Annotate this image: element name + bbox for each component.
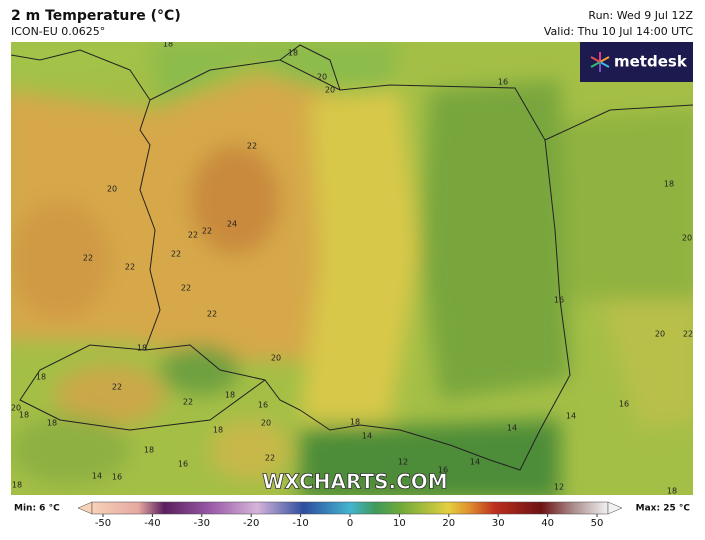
colorbar-gradient: [91, 501, 609, 515]
contour-label: 22: [247, 142, 257, 151]
contour-label: 22: [183, 398, 193, 407]
min-temp: Min: 6 °C: [14, 504, 60, 514]
contour-label: 18: [225, 391, 235, 400]
contour-label: 20: [325, 86, 335, 95]
contour-label: 22: [265, 454, 275, 463]
border-east: [544, 104, 693, 141]
contour-label: 22: [83, 254, 93, 263]
contour-label: 16: [178, 460, 188, 469]
map-title: 2 m Temperature (°C): [11, 8, 181, 24]
logo-icon: [590, 52, 610, 72]
logo-text: metdesk: [614, 53, 688, 71]
contour-label: 18: [350, 418, 360, 427]
contour-label: 16: [112, 473, 122, 482]
contour-label: 18: [163, 40, 173, 49]
contour-label: 16: [619, 400, 629, 409]
contour-label: 12: [398, 458, 408, 467]
contour-label: 22: [202, 227, 212, 236]
contour-label: 22: [181, 284, 191, 293]
contour-label: 22: [171, 250, 181, 259]
contour-label: 14: [566, 412, 576, 421]
contour-label: 16: [258, 401, 268, 410]
contour-label: 18: [213, 426, 223, 435]
coastline: [11, 49, 151, 101]
max-temp: Max: 25 °C: [636, 504, 691, 514]
contour-label: 14: [470, 458, 480, 467]
colorbar-tick-label: -20: [243, 518, 259, 529]
colorbar-tick-label: 30: [492, 518, 505, 529]
contour-label: 20: [107, 185, 117, 194]
colorbar-max-arrow: [607, 501, 623, 515]
contour-label: 16: [438, 466, 448, 475]
contour-label: 12: [554, 483, 564, 492]
contour-label: 18: [36, 373, 46, 382]
colorbar: Min: 6 °C Max: 25 °C -50 -40 -30 -20 -10 0 10 2…: [14, 501, 691, 529]
colorbar-tick-label: -50: [95, 518, 111, 529]
contour-label: 22: [207, 310, 217, 319]
contour-label: 22: [112, 383, 122, 392]
contour-label: 22: [188, 231, 198, 240]
contour-label: 16: [498, 78, 508, 87]
colorbar-tick-label: 20: [442, 518, 455, 529]
contour-label: 18: [288, 49, 298, 58]
colorbar-tick-label: 0: [347, 518, 353, 529]
logo: metdesk: [580, 42, 693, 82]
colorbar-tick-label: -30: [194, 518, 210, 529]
coastline-gulf: [279, 44, 341, 91]
colorbar-tick-label: 10: [393, 518, 406, 529]
valid-time: Valid: Thu 10 Jul 14:00 UTC: [544, 25, 693, 38]
contour-label: 14: [507, 424, 517, 433]
contour-label: 18: [19, 411, 29, 420]
contour-label: 20: [261, 419, 271, 428]
contour-label: 22: [683, 330, 693, 339]
contour-label: 18: [47, 419, 57, 428]
contour-label: 16: [554, 296, 564, 305]
contour-label: 22: [125, 263, 135, 272]
contour-label: 24: [227, 220, 237, 229]
colorbar-tick-label: -40: [144, 518, 160, 529]
contour-label: 18: [137, 344, 147, 353]
contour-label: 18: [12, 481, 22, 490]
watermark: WXCHARTS.COM: [262, 470, 447, 494]
border-poland: [139, 59, 571, 471]
contour-label: 14: [92, 472, 102, 481]
contour-label: 20: [682, 234, 692, 243]
contour-label: 20: [655, 330, 665, 339]
contour-label: 18: [667, 487, 677, 496]
run-time: Run: Wed 9 Jul 12Z: [588, 9, 693, 22]
colorbar-tick-label: 50: [591, 518, 604, 529]
contour-label: 20: [317, 73, 327, 82]
contour-label: 20: [11, 404, 21, 413]
colorbar-tick-label: -10: [292, 518, 308, 529]
model-name: ICON-EU 0.0625°: [11, 25, 105, 38]
border-czech: [19, 344, 266, 431]
contour-label: 18: [144, 446, 154, 455]
colorbar-tick-label: 40: [541, 518, 554, 529]
colorbar-min-arrow: [77, 501, 93, 515]
contour-label: 20: [271, 354, 281, 363]
contour-label: 14: [362, 432, 372, 441]
contour-label: 18: [664, 180, 674, 189]
